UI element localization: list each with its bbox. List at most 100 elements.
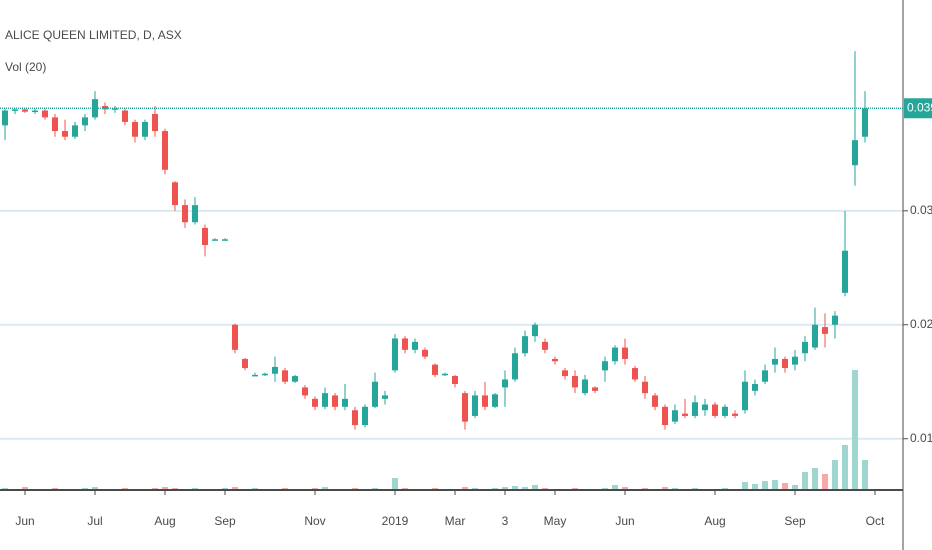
candle-body	[602, 361, 608, 371]
candle-body	[42, 110, 48, 118]
volume-bar	[522, 487, 528, 490]
y-tick-label: 0.030	[910, 203, 932, 217]
volume-bar	[842, 445, 848, 490]
volume-bar	[532, 485, 538, 490]
candle-body	[462, 393, 468, 422]
candle-body	[542, 341, 548, 350]
volume-bar	[782, 483, 788, 490]
candle-body	[732, 413, 738, 416]
candle-body	[682, 413, 688, 416]
candle-body	[282, 370, 288, 382]
candle-body	[182, 205, 188, 223]
volume-bar	[232, 487, 238, 490]
candle-body	[782, 358, 788, 369]
x-tick-label: Nov	[304, 514, 325, 528]
candle-body	[252, 374, 258, 377]
x-tick-label: Sep	[784, 514, 806, 528]
candle-body	[52, 117, 58, 132]
candle-body	[412, 341, 418, 350]
candle-body	[312, 398, 318, 407]
x-tick-label: Aug	[154, 514, 175, 528]
candle-body	[842, 250, 848, 293]
candle-body	[722, 406, 728, 416]
x-tick-label: 3	[502, 514, 509, 528]
candle-body	[432, 364, 438, 375]
candle-body	[242, 358, 248, 369]
candle-body	[472, 395, 478, 416]
candle-body	[642, 381, 648, 394]
candle-body	[342, 398, 348, 407]
candle-body	[72, 125, 78, 137]
candle-body	[232, 324, 238, 350]
candle-body	[502, 379, 508, 388]
candle-body	[592, 387, 598, 391]
candle-body	[822, 327, 828, 334]
candle-body	[422, 349, 428, 357]
volume-bar	[92, 487, 98, 490]
x-tick-label: Mar	[445, 514, 466, 528]
candle-body	[302, 387, 308, 396]
candle-body	[612, 347, 618, 362]
candle-body	[482, 395, 488, 407]
candle-body	[582, 379, 588, 394]
x-tick-label: Aug	[704, 514, 725, 528]
chart-title: ALICE QUEEN LIMITED, D, ASX	[5, 28, 182, 42]
candle-body	[62, 131, 68, 137]
candle-body	[692, 402, 698, 416]
candle-body	[832, 315, 838, 325]
candle-body	[802, 341, 808, 354]
candle-body	[132, 121, 138, 137]
x-tick-label: 2019	[382, 514, 409, 528]
volume-bar	[862, 460, 868, 490]
candle-body	[82, 117, 88, 126]
volume-bar	[792, 485, 798, 490]
candle-body	[212, 239, 218, 241]
candle-body	[122, 110, 128, 122]
candle-body	[362, 406, 368, 426]
volume-bar	[502, 487, 508, 490]
x-tick-label: Sep	[214, 514, 236, 528]
volume-bar	[852, 370, 858, 490]
candle-body	[262, 373, 268, 376]
volume-bar	[752, 484, 758, 490]
candle-body	[532, 324, 538, 337]
volume-bar	[772, 480, 778, 490]
x-tick-label: May	[544, 514, 567, 528]
candle-body	[352, 410, 358, 426]
candle-body	[772, 358, 778, 365]
candle-body	[442, 373, 448, 376]
candle-body	[662, 406, 668, 426]
candle-body	[172, 182, 178, 206]
candle-body	[332, 395, 338, 407]
volume-title: Vol (20)	[5, 60, 46, 74]
candle-body	[702, 404, 708, 411]
y-tick-label: 0.020	[910, 317, 932, 331]
candle-body	[762, 370, 768, 382]
candle-body	[552, 358, 558, 362]
candle-body	[492, 394, 498, 407]
candle-body	[562, 370, 568, 377]
candle-body	[522, 336, 528, 354]
volume-bar	[742, 482, 748, 490]
candle-body	[32, 110, 38, 113]
candle-body	[652, 395, 658, 407]
volume-bar	[392, 478, 398, 490]
candle-body	[812, 324, 818, 348]
last-price-box	[904, 98, 932, 119]
volume-bar	[802, 472, 808, 490]
x-tick-label: Jul	[87, 514, 102, 528]
candle-body	[512, 353, 518, 380]
candle-body	[22, 109, 28, 112]
candle-body	[292, 376, 298, 382]
candle-body	[622, 347, 628, 359]
volume-bar	[322, 487, 328, 490]
candle-body	[852, 140, 858, 166]
volume-bar	[822, 474, 828, 490]
candle-body	[322, 393, 328, 407]
x-tick-label: Jun	[615, 514, 634, 528]
volume-bar	[812, 468, 818, 490]
candle-body	[382, 395, 388, 399]
candle-body	[12, 109, 18, 111]
volume-bar	[612, 485, 618, 490]
volume-bar	[462, 487, 468, 490]
